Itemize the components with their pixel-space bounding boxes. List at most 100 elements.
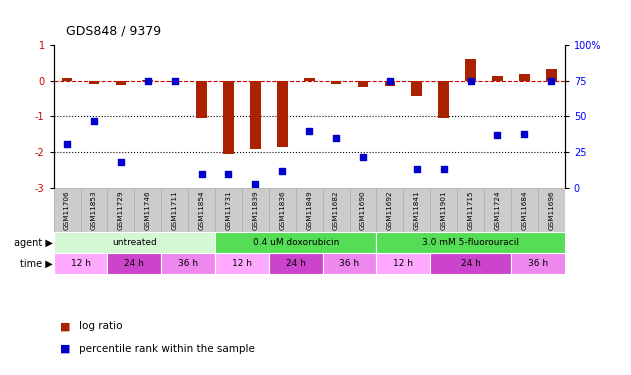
Bar (465, 58, 476, 81)
Text: GSM11849: GSM11849 (306, 190, 312, 230)
Text: 24 h: 24 h (461, 259, 481, 268)
Bar (277, 81, 288, 147)
Text: agent ▶: agent ▶ (15, 238, 53, 248)
Bar (358, 81, 369, 87)
Bar (215, 188, 242, 232)
Bar (519, 74, 530, 81)
Point (546, 78, 557, 84)
Bar (439, 81, 449, 118)
Text: GSM11706: GSM11706 (64, 190, 70, 230)
Point (62, 141, 72, 147)
Bar (196, 81, 207, 118)
Bar (269, 188, 296, 232)
Point (412, 166, 422, 172)
Text: GSM11690: GSM11690 (360, 190, 366, 230)
Text: 3.0 mM 5-fluorouracil: 3.0 mM 5-fluorouracil (422, 238, 519, 247)
Text: 36 h: 36 h (178, 259, 198, 268)
Text: 24 h: 24 h (124, 259, 144, 268)
Bar (81, 188, 107, 232)
Bar (188, 188, 215, 232)
Text: 36 h: 36 h (528, 259, 548, 268)
Text: GSM11841: GSM11841 (414, 190, 420, 230)
Bar (107, 253, 162, 274)
Bar (54, 188, 81, 232)
Point (385, 78, 395, 84)
Bar (54, 232, 215, 253)
Bar (88, 81, 99, 84)
Text: GSM11729: GSM11729 (118, 190, 124, 230)
Text: 0.4 uM doxorubicin: 0.4 uM doxorubicin (252, 238, 339, 247)
Text: GSM11853: GSM11853 (91, 190, 97, 230)
Bar (250, 81, 261, 148)
Point (331, 135, 341, 141)
Point (196, 171, 206, 177)
Text: GSM11724: GSM11724 (495, 190, 500, 230)
Text: GSM11839: GSM11839 (252, 190, 258, 230)
Bar (162, 253, 215, 274)
Text: GSM11854: GSM11854 (199, 190, 204, 230)
Text: 12 h: 12 h (393, 259, 413, 268)
Bar (377, 188, 403, 232)
Point (466, 78, 476, 84)
Point (251, 181, 261, 187)
Point (116, 159, 126, 165)
Bar (457, 188, 484, 232)
Text: untreated: untreated (112, 238, 156, 247)
Bar (492, 76, 503, 81)
Text: 12 h: 12 h (71, 259, 90, 268)
Point (223, 171, 233, 177)
Text: GSM11901: GSM11901 (440, 190, 447, 230)
Bar (411, 81, 422, 96)
Bar (54, 253, 107, 274)
Bar (430, 253, 511, 274)
Text: GSM11836: GSM11836 (280, 190, 285, 230)
Bar (538, 188, 565, 232)
Text: GSM11715: GSM11715 (468, 190, 474, 230)
Bar (107, 188, 134, 232)
Bar (134, 188, 162, 232)
Bar (215, 253, 269, 274)
Point (170, 78, 180, 84)
Bar (403, 188, 430, 232)
Bar (169, 81, 180, 82)
Point (439, 166, 449, 172)
Point (277, 168, 287, 174)
Text: GSM11696: GSM11696 (548, 190, 554, 230)
Bar (546, 69, 557, 81)
Bar (511, 253, 565, 274)
Point (519, 130, 529, 136)
Text: 12 h: 12 h (232, 259, 252, 268)
Text: ■: ■ (60, 321, 71, 331)
Point (304, 128, 314, 134)
Bar (322, 188, 350, 232)
Text: GSM11684: GSM11684 (521, 190, 528, 230)
Bar (296, 188, 322, 232)
Bar (484, 188, 511, 232)
Bar (430, 188, 457, 232)
Text: GSM11711: GSM11711 (172, 190, 178, 230)
Text: percentile rank within the sample: percentile rank within the sample (79, 344, 255, 354)
Text: 24 h: 24 h (286, 259, 305, 268)
Text: time ▶: time ▶ (20, 258, 53, 268)
Bar (62, 78, 73, 81)
Text: ■: ■ (60, 344, 71, 354)
Text: GSM11746: GSM11746 (144, 190, 151, 230)
Text: log ratio: log ratio (79, 321, 122, 331)
Point (358, 153, 368, 159)
Bar (331, 81, 341, 84)
Text: GSM11692: GSM11692 (387, 190, 393, 230)
Bar (269, 253, 322, 274)
Bar (384, 81, 395, 86)
Bar (304, 78, 315, 81)
Bar (162, 188, 188, 232)
Text: GSM11731: GSM11731 (225, 190, 232, 230)
Bar (115, 81, 126, 85)
Bar (242, 188, 269, 232)
Bar (377, 253, 430, 274)
Bar (350, 188, 377, 232)
Text: GDS848 / 9379: GDS848 / 9379 (66, 24, 162, 38)
Bar (223, 81, 234, 154)
Bar (215, 232, 377, 253)
Bar (143, 80, 153, 81)
Text: 36 h: 36 h (339, 259, 360, 268)
